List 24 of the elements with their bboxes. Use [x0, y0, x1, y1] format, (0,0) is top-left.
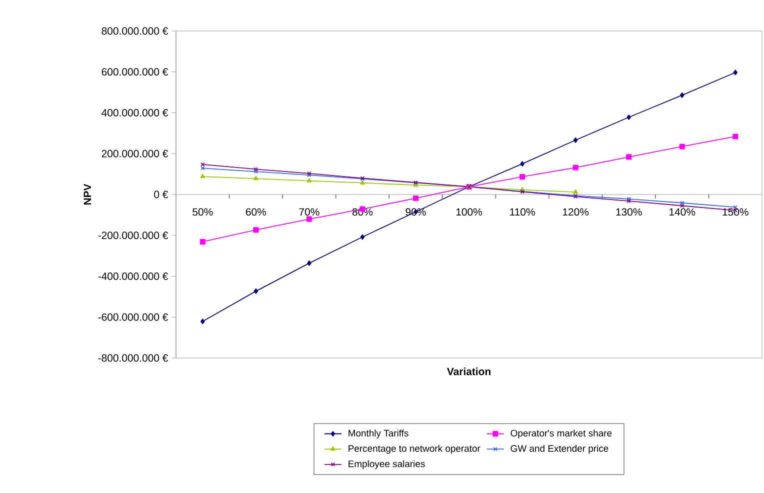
x-tick-label: 130%: [616, 208, 642, 216]
y-tick-label: 200.000.000 €: [102, 150, 168, 158]
y-axis-title: NPV: [84, 184, 92, 205]
x-tick-label: 110%: [510, 208, 535, 216]
y-tick-label: 600.000.000 €: [102, 68, 168, 76]
y-tick-label: -600.000.000 €: [98, 313, 168, 321]
y-tick-label: -200.000.000 €: [98, 232, 168, 240]
y-tick-label: -800.000.000 €: [98, 354, 168, 362]
x-tick-label: 50%: [192, 208, 213, 216]
y-tick-label: 800.000.000 €: [102, 27, 168, 35]
legend-label: Employee salaries: [348, 460, 425, 470]
legend-label: Percentage to network operator: [348, 444, 480, 454]
y-tick-label: 400.000.000 €: [102, 109, 168, 116]
y-tick-label: -400.000.000 €: [98, 272, 168, 280]
x-axis-title: Variation: [446, 368, 490, 376]
legend-label: Monthly Tariffs: [348, 430, 408, 438]
legend-label: Operator's market share: [510, 430, 612, 438]
x-tick-label: 140%: [670, 208, 696, 216]
legend-label: GW and Extender price: [510, 444, 608, 454]
x-tick-label: 70%: [299, 208, 320, 216]
x-tick-label: 60%: [246, 208, 266, 216]
x-tick-label: 100%: [456, 208, 482, 216]
y-tick-label: 0 €: [154, 190, 168, 198]
x-tick-label: 120%: [562, 208, 589, 216]
